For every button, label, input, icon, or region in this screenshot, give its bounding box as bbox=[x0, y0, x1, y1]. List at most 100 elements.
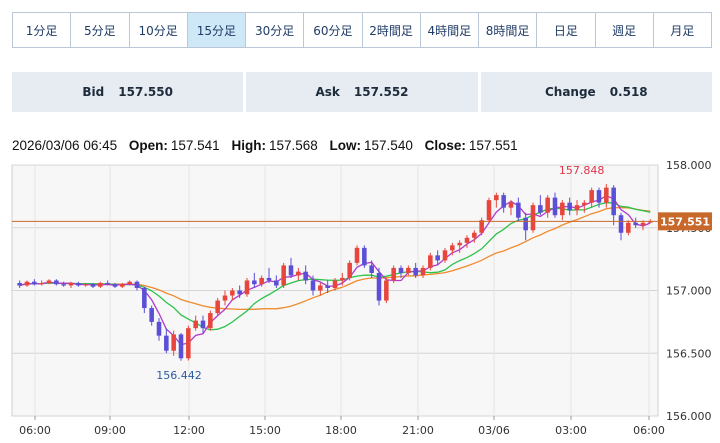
timeframe-button-0[interactable]: 1分足 bbox=[13, 13, 72, 47]
candle-body bbox=[384, 280, 389, 301]
candle-body bbox=[200, 320, 206, 329]
candle-body bbox=[552, 197, 558, 216]
low-value: 157.540 bbox=[364, 138, 413, 153]
candle-body bbox=[318, 285, 323, 291]
candle-body bbox=[259, 277, 264, 285]
candle-body bbox=[134, 281, 140, 288]
candle-body bbox=[626, 222, 631, 233]
candle-body bbox=[266, 277, 272, 281]
candle-body bbox=[494, 195, 499, 201]
candle-body bbox=[288, 265, 294, 276]
candle-body bbox=[486, 200, 492, 221]
candle-body bbox=[90, 284, 96, 287]
y-tick-label: 156.500 bbox=[666, 347, 712, 360]
timeframe-selector: 1分足 5分足 10分足 15分足 30分足 60分足 2時間足 4時間足 8時間足 日足 週足 月足 bbox=[12, 12, 712, 48]
candle-body bbox=[435, 255, 440, 261]
candle-body bbox=[296, 271, 301, 276]
candle-body bbox=[428, 255, 433, 268]
ask-panel: Ask 157.552 bbox=[246, 72, 478, 112]
candle-body bbox=[604, 187, 609, 203]
candle-body bbox=[208, 313, 213, 329]
candle-body bbox=[574, 205, 580, 211]
candle-body bbox=[310, 280, 316, 291]
candle-body bbox=[369, 265, 374, 273]
candle-body bbox=[457, 242, 462, 246]
timeframe-button-1[interactable]: 5分足 bbox=[71, 13, 130, 47]
y-tick-label: 156.000 bbox=[666, 410, 712, 423]
x-tick-label: 18:00 bbox=[325, 424, 357, 437]
candle-body bbox=[32, 281, 37, 285]
candle-body bbox=[596, 190, 602, 203]
x-tick-label: 09:00 bbox=[94, 424, 126, 437]
timeframe-button-7[interactable]: 4時間足 bbox=[421, 13, 479, 47]
open-label: Open: bbox=[128, 138, 168, 153]
low-annotation: 156.442 bbox=[156, 369, 202, 382]
quote-bar: Bid 157.550 Ask 157.552 Change 0.518 bbox=[12, 72, 712, 112]
x-tick-label: 15:00 bbox=[249, 424, 281, 437]
candle-body bbox=[186, 328, 191, 359]
candle-body bbox=[633, 222, 638, 226]
candle-body bbox=[347, 262, 352, 278]
timeframe-button-8[interactable]: 8時間足 bbox=[479, 13, 538, 47]
timeframe-button-10[interactable]: 週足 bbox=[596, 13, 654, 47]
current-price-label: 157.551 bbox=[660, 215, 710, 228]
candle-body bbox=[303, 271, 308, 281]
candle-body bbox=[252, 280, 257, 285]
current-price-tag bbox=[658, 212, 712, 231]
x-tick-label: 03:00 bbox=[555, 424, 587, 437]
bid-value: 157.550 bbox=[118, 85, 173, 99]
ohlc-readout: 2026/03/06 06:45 Open: 157.541 High: 157.5… bbox=[12, 138, 518, 153]
timeframe-button-11[interactable]: 月足 bbox=[670, 23, 695, 38]
chart-svg[interactable]: 158.000157.500157.000156.500156.00006:00… bbox=[0, 155, 720, 443]
candle-body bbox=[17, 282, 22, 286]
candle-body bbox=[406, 267, 411, 273]
timeframe-button-6[interactable]: 2時間足 bbox=[363, 13, 421, 47]
high-annotation: 157.848 bbox=[559, 164, 605, 177]
candle-body bbox=[178, 334, 184, 359]
candle-body bbox=[354, 247, 360, 263]
candle-body bbox=[54, 280, 59, 285]
candle-body bbox=[39, 282, 44, 285]
candle-body bbox=[479, 220, 484, 233]
candle-body bbox=[237, 290, 242, 295]
candle-body bbox=[464, 237, 470, 243]
candle-body bbox=[156, 321, 162, 336]
timeframe-button-5[interactable]: 60分足 bbox=[304, 13, 363, 47]
change-value: 0.518 bbox=[609, 85, 648, 99]
timeframe-button-2[interactable]: 10分足 bbox=[130, 13, 188, 47]
candle-body bbox=[98, 282, 103, 287]
bid-panel: Bid 157.550 bbox=[12, 72, 244, 112]
y-tick-label: 158.000 bbox=[666, 159, 712, 172]
candle-body bbox=[222, 295, 228, 301]
high-label: High: bbox=[231, 138, 266, 153]
candle-body bbox=[501, 195, 506, 208]
candle-body bbox=[376, 272, 382, 301]
high-value: 157.568 bbox=[268, 138, 318, 153]
candle-body bbox=[391, 267, 396, 281]
bid-label: Bid bbox=[82, 85, 105, 99]
close-label: Close: bbox=[424, 138, 466, 153]
ohlc-datetime: 2026/03/06 06:45 bbox=[12, 138, 118, 153]
candle-body bbox=[127, 281, 132, 285]
x-tick-label: 06:00 bbox=[633, 424, 665, 437]
candle-body bbox=[567, 202, 572, 211]
low-label: Low: bbox=[329, 138, 362, 153]
candle-body bbox=[46, 280, 52, 283]
candle-body bbox=[450, 245, 455, 251]
timeframe-button-9[interactable]: 日足 bbox=[537, 13, 596, 47]
timeframe-button-3[interactable]: 15分足 bbox=[187, 13, 246, 47]
candle-body bbox=[274, 280, 279, 286]
candle-body bbox=[171, 334, 176, 351]
x-tick-label: 21:00 bbox=[402, 424, 434, 437]
candle-body bbox=[83, 284, 88, 286]
candle-body bbox=[120, 284, 125, 287]
candle-body bbox=[582, 202, 587, 206]
candle-body bbox=[68, 282, 74, 286]
candle-body bbox=[281, 265, 286, 286]
candle-body bbox=[244, 280, 250, 295]
candle-body bbox=[112, 284, 118, 287]
candle-body bbox=[545, 197, 550, 213]
candle-body bbox=[640, 222, 646, 226]
timeframe-button-4[interactable]: 30分足 bbox=[246, 13, 305, 47]
price-chart[interactable]: 158.000157.500157.000156.500156.00006:00… bbox=[0, 155, 720, 443]
